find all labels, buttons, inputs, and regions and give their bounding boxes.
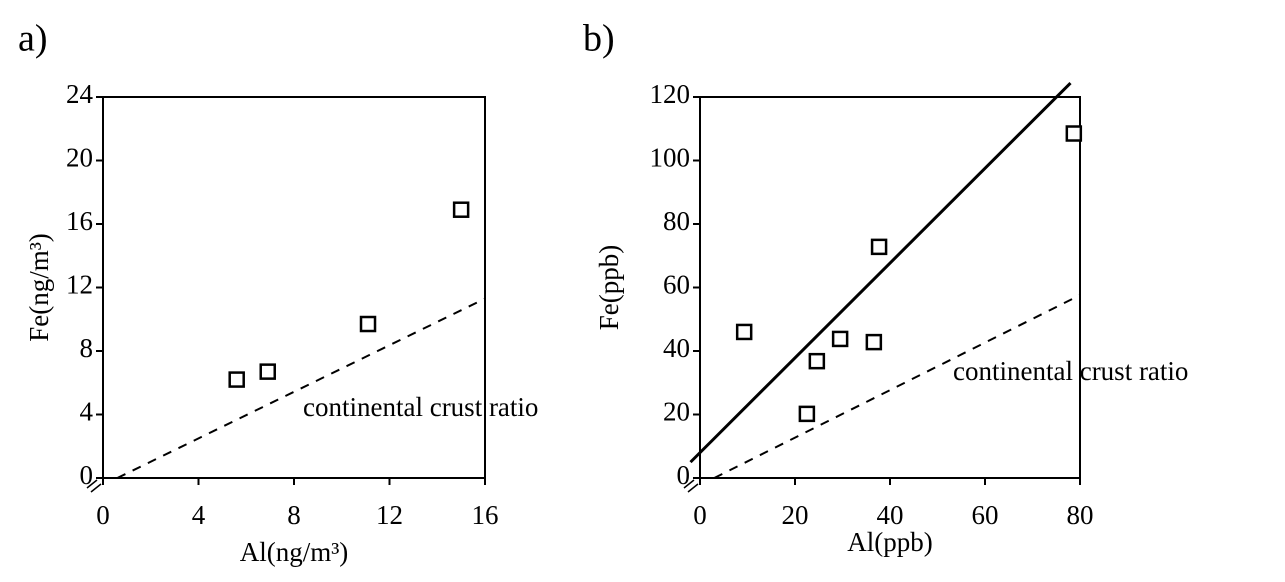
y-axis-label: Fe(ppb) [594, 245, 624, 330]
y-tick-label: 120 [650, 79, 691, 109]
y-tick-label: 100 [650, 143, 691, 173]
y-tick-label: 80 [663, 206, 690, 236]
x-tick-label: 12 [376, 500, 403, 530]
data-point [798, 405, 816, 423]
x-axis-label: Al(ppb) [847, 527, 932, 557]
y-tick-label: 0 [80, 460, 94, 490]
annotation: continental crust ratio [953, 356, 1188, 386]
x-axis-label: Al(ng/m³) [240, 537, 349, 567]
panel-label: a) [18, 18, 48, 60]
y-tick-label: 20 [663, 397, 690, 427]
data-point [831, 330, 849, 348]
panel-label: b) [583, 18, 615, 60]
y-tick-label: 60 [663, 270, 690, 300]
y-tick-label: 20 [66, 143, 93, 173]
y-tick-label: 8 [80, 333, 94, 363]
y-tick-label: 12 [66, 270, 93, 300]
y-tick-label: 0 [677, 460, 691, 490]
crust-ratio-line [713, 294, 1081, 479]
data-point [259, 363, 276, 380]
x-tick-label: 60 [972, 500, 999, 530]
x-tick-label: 8 [287, 500, 301, 530]
data-point [228, 371, 245, 388]
data-point [865, 333, 883, 351]
x-tick-label: 40 [877, 500, 904, 530]
data-point [870, 238, 888, 256]
y-axis-label: Fe(ng/m³) [24, 233, 54, 342]
plot-frame [699, 96, 1081, 479]
data-point [1065, 125, 1083, 142]
data-point [735, 323, 753, 341]
crust-ratio-line [116, 297, 486, 479]
y-tick-label: 4 [80, 397, 94, 427]
axis-break [683, 479, 699, 493]
x-tick-label: 4 [192, 500, 206, 530]
x-tick-label: 0 [693, 500, 707, 530]
annotation: continental crust ratio [303, 392, 538, 422]
x-tick-label: 16 [472, 500, 499, 530]
y-tick-label: 24 [66, 79, 94, 109]
fit-line [689, 81, 1072, 464]
data-point [359, 315, 377, 333]
x-tick-label: 80 [1067, 500, 1094, 530]
x-tick-label: 20 [782, 500, 809, 530]
y-tick-label: 16 [66, 206, 93, 236]
x-tick-label: 0 [96, 500, 110, 530]
data-point [452, 201, 470, 218]
axis-break [86, 479, 102, 493]
data-point [808, 352, 826, 370]
y-tick-label: 40 [663, 333, 690, 363]
